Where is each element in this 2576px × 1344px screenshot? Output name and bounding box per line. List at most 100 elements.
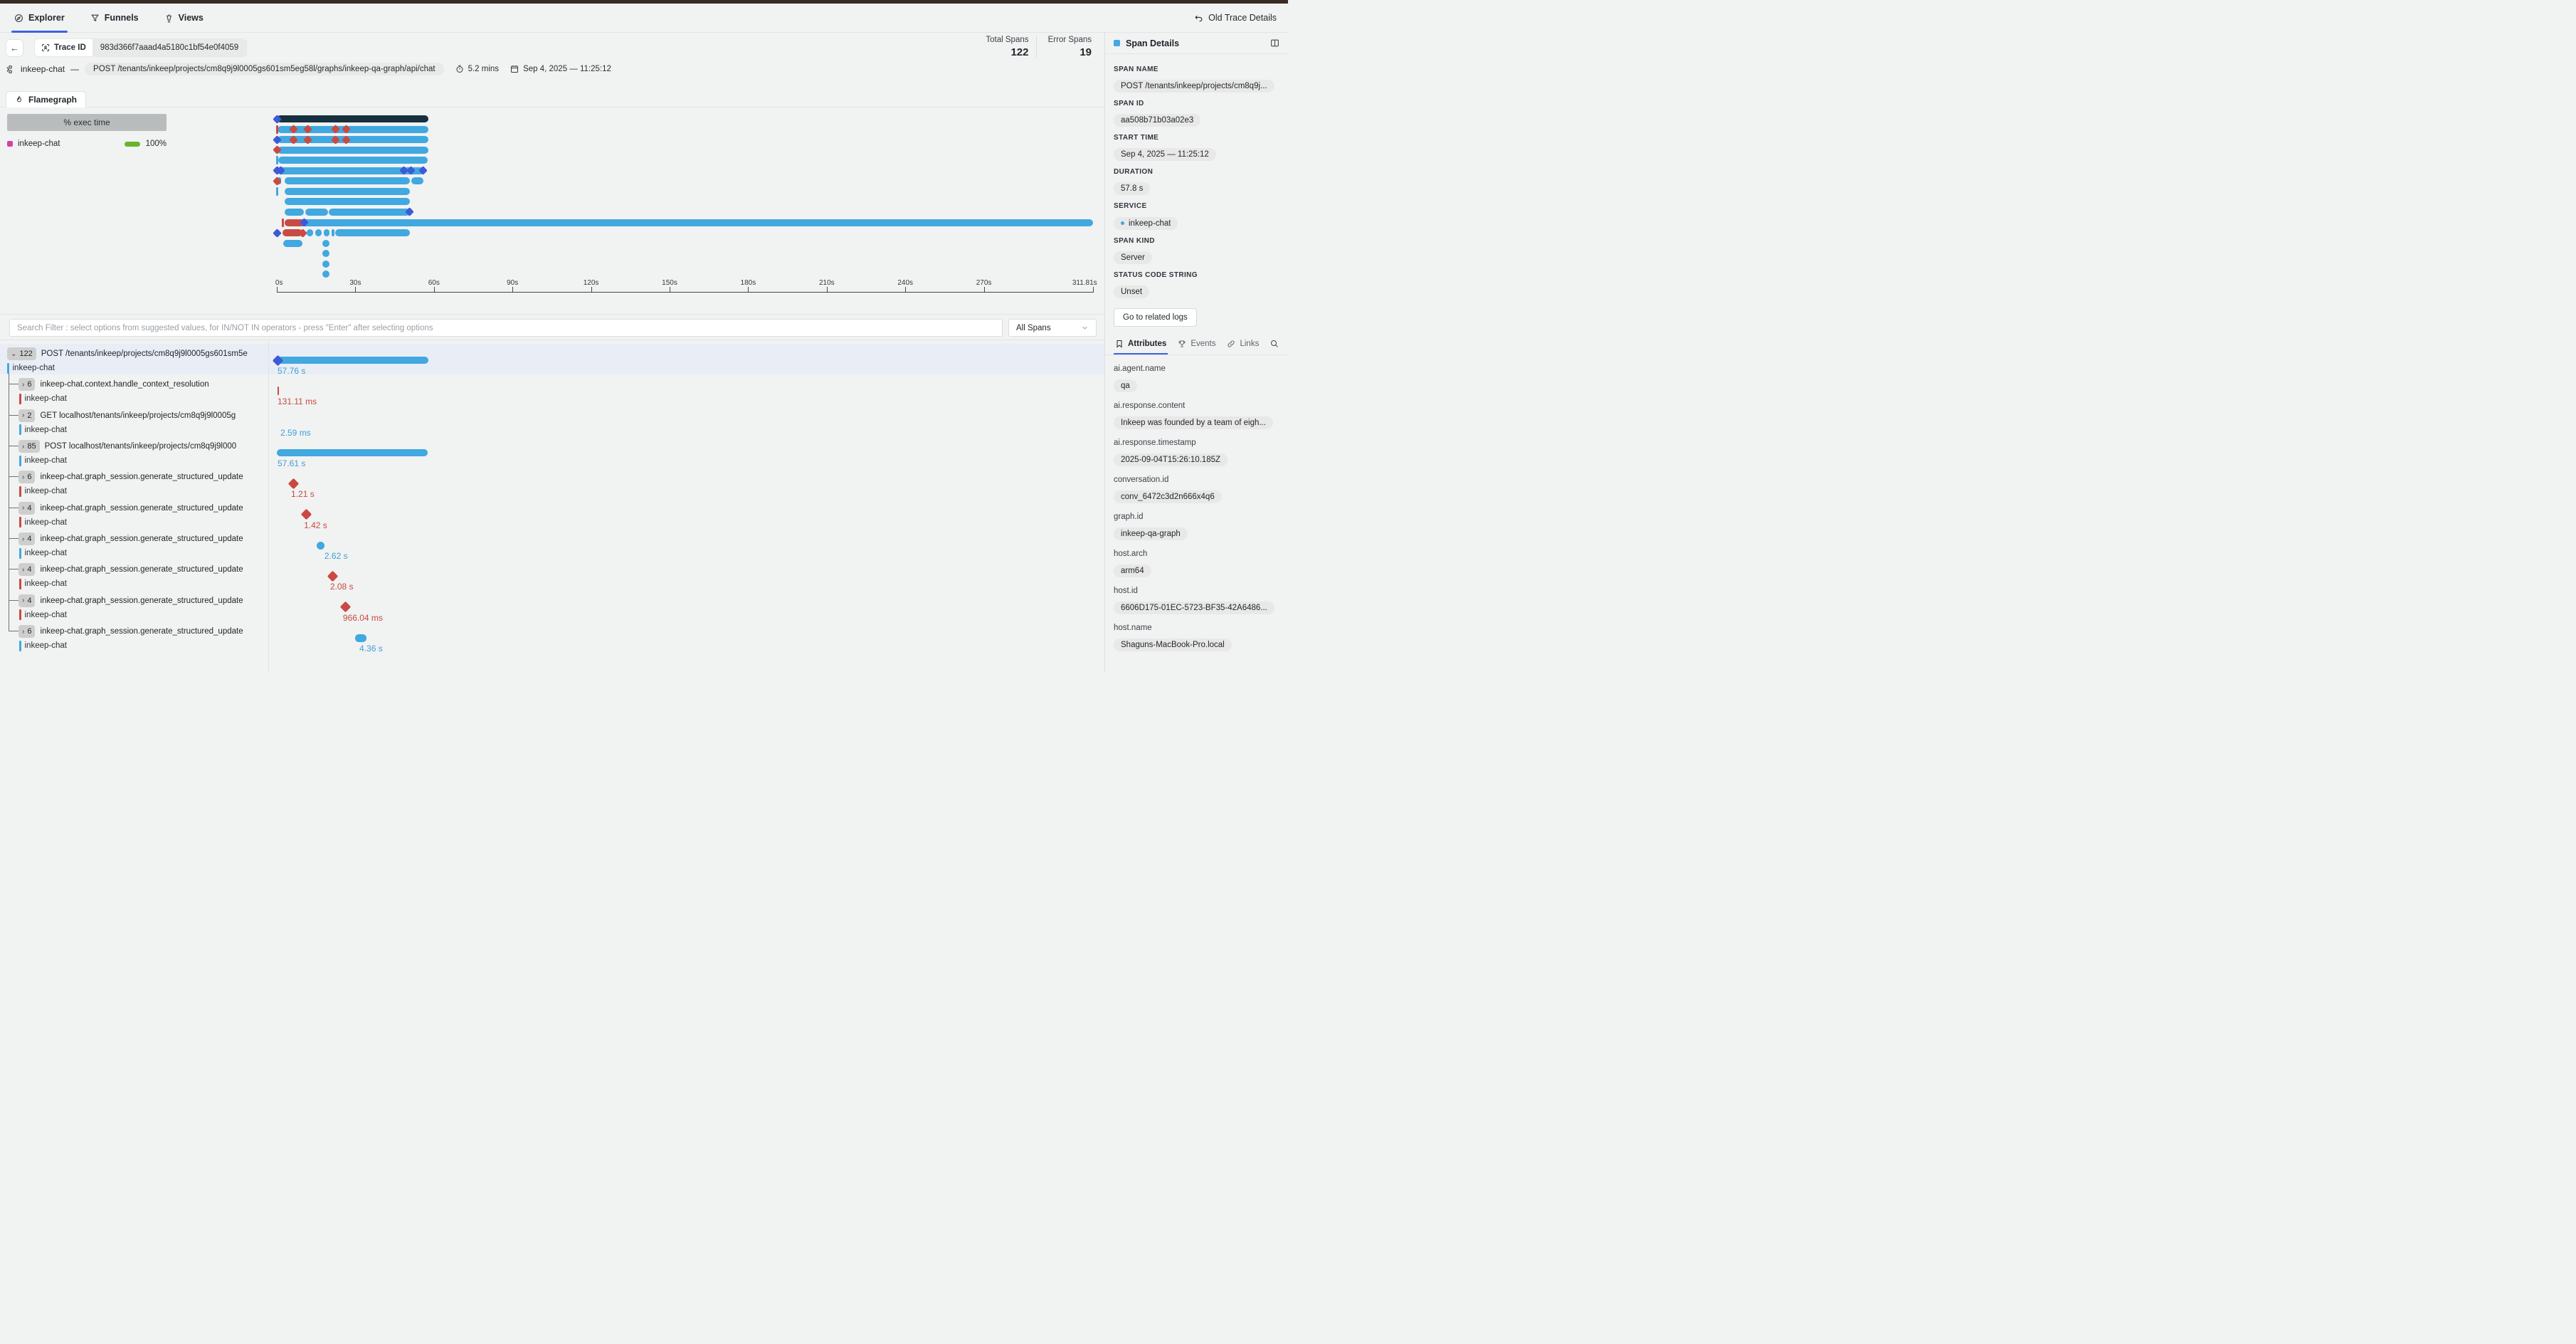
span-tick-marker[interactable]: [276, 156, 278, 165]
waterfall-tick[interactable]: [277, 387, 279, 396]
span-tree-row[interactable]: › 6 inkeep-chat.graph_session.generate_str…: [19, 470, 266, 484]
flamegraph-span-bar[interactable]: [315, 229, 322, 237]
flamegraph-span-bar[interactable]: [285, 208, 304, 216]
field-label: START TIME: [1114, 134, 1159, 142]
flamegraph-span-bar[interactable]: [283, 229, 302, 237]
flamegraph-span-bar[interactable]: [284, 219, 304, 226]
attribute-value-pill[interactable]: arm64: [1114, 564, 1151, 577]
span-dot-marker[interactable]: [322, 271, 330, 278]
tab-funnels[interactable]: Funnels: [88, 4, 142, 32]
flamegraph-span-bar[interactable]: [278, 136, 428, 144]
tab-views-label: Views: [178, 13, 204, 23]
flamegraph-span-bar[interactable]: [305, 208, 328, 216]
flamegraph-tab[interactable]: Flamegraph: [6, 91, 87, 107]
flamegraph-span-bar[interactable]: [285, 198, 410, 206]
tab-views[interactable]: Views: [162, 4, 206, 32]
span-duration-label: 1.42 s: [304, 520, 327, 530]
span-count-badge[interactable]: › 4: [19, 594, 36, 607]
span-duration-label: 1.21 s: [291, 489, 315, 500]
waterfall-error-diamond[interactable]: [327, 570, 339, 582]
flamegraph-span-bar[interactable]: [323, 229, 330, 237]
attribute-value-pill[interactable]: Inkeep was founded by a team of eigh...: [1114, 416, 1273, 429]
trace-id-label: Trace ID: [54, 43, 86, 52]
span-tick-marker[interactable]: [282, 218, 284, 227]
span-tree-row[interactable]: › 4 inkeep-chat.graph_session.generate_str…: [19, 532, 266, 546]
span-tree-row[interactable]: › 4 inkeep-chat.graph_session.generate_str…: [19, 501, 266, 515]
panel-layout-icon[interactable]: [1270, 38, 1279, 48]
flamegraph-span-bar[interactable]: [285, 187, 410, 195]
search-icon[interactable]: [1270, 340, 1279, 348]
attribute-value-pill[interactable]: inkeep-qa-graph: [1114, 527, 1188, 540]
flamegraph-span-bar[interactable]: [278, 146, 428, 154]
attribute-value-pill[interactable]: conv_6472c3d2n666x4q6: [1114, 490, 1222, 503]
span-tree-row[interactable]: › 4 inkeep-chat.graph_session.generate_str…: [19, 594, 266, 608]
waterfall-bar[interactable]: [277, 357, 428, 364]
flamegraph-span-bar[interactable]: [278, 167, 424, 174]
trace-endpoint-pill[interactable]: POST /tenants/inkeep/projects/cm8q9j9l00…: [85, 63, 444, 75]
tab-attributes[interactable]: Attributes: [1113, 334, 1168, 355]
flamegraph-span-bar[interactable]: [278, 157, 428, 164]
attribute-key: host.arch: [1114, 549, 1148, 558]
flamegraph-span-bar[interactable]: [278, 125, 428, 133]
tab-explorer[interactable]: Explorer: [11, 4, 68, 33]
span-count-badge[interactable]: › 6: [19, 471, 36, 484]
span-tree-row[interactable]: › 6 inkeep-chat.context.handle_context_res…: [19, 377, 266, 392]
flamegraph-span-bar[interactable]: [307, 229, 314, 237]
tab-events[interactable]: Events: [1178, 334, 1215, 355]
span-scope-select[interactable]: All Spans: [1008, 319, 1097, 337]
axis-tick: [355, 287, 357, 293]
span-tree-row[interactable]: › 6 inkeep-chat.graph_session.generate_str…: [19, 624, 266, 639]
flamegraph-span-bar[interactable]: [284, 219, 1094, 226]
flamegraph-span-bar[interactable]: [331, 229, 334, 237]
flamegraph-span-bar[interactable]: [335, 229, 410, 237]
span-tree-row[interactable]: › 2 GET localhost/tenants/inkeep/projects/…: [19, 409, 266, 423]
span-count-badge[interactable]: ⌄ 122: [7, 347, 36, 360]
waterfall-error-diamond[interactable]: [287, 478, 300, 490]
attribute-value-pill[interactable]: Shaguns-MacBook-Pro.local: [1114, 638, 1232, 651]
span-count-badge[interactable]: › 4: [19, 563, 36, 577]
span-count-badge[interactable]: › 4: [19, 532, 36, 546]
span-count: 4: [27, 565, 32, 574]
legend-row[interactable]: inkeep-chat 100%: [7, 140, 167, 148]
field-label: DURATION: [1114, 168, 1154, 176]
attribute-value-pill[interactable]: 6606D175-01EC-5723-BF35-42A6486...: [1114, 601, 1274, 614]
span-tick-marker[interactable]: [276, 125, 278, 134]
axis-tick: [983, 287, 985, 293]
span-tree-row[interactable]: › 4 inkeep-chat.graph_session.generate_str…: [19, 562, 266, 577]
attribute-value-pill[interactable]: qa: [1114, 379, 1137, 392]
flamegraph-span-bar[interactable]: [277, 115, 428, 122]
span-tree-row[interactable]: › 85 POST localhost/tenants/inkeep/project…: [19, 439, 266, 453]
tab-links[interactable]: Links: [1227, 334, 1259, 355]
span-count-badge[interactable]: › 4: [19, 501, 36, 515]
old-trace-details-link[interactable]: Old Trace Details: [1194, 13, 1277, 23]
span-count-badge[interactable]: › 6: [19, 378, 36, 392]
waterfall-pill[interactable]: [355, 634, 367, 642]
chevron-right-icon: ›: [22, 597, 25, 605]
span-dot-marker[interactable]: [322, 260, 330, 268]
service-name: inkeep-chat: [24, 394, 67, 404]
trace-id-chip[interactable]: Trace ID 983d366f7aaad4a5180c1bf54e0f405…: [34, 38, 248, 57]
flamegraph-span-bar[interactable]: [329, 208, 410, 216]
waterfall-bar[interactable]: [277, 449, 428, 457]
flamegraph-span-bar[interactable]: [283, 239, 303, 247]
exec-time-header[interactable]: % exec time: [7, 114, 167, 131]
service-color-bar: [19, 393, 21, 404]
flamegraph-span-bar[interactable]: [411, 177, 424, 185]
back-button[interactable]: ←: [6, 39, 23, 57]
span-count-badge[interactable]: › 6: [19, 625, 36, 639]
trace-service-name: inkeep-chat: [21, 64, 65, 74]
waterfall-error-diamond[interactable]: [339, 602, 352, 613]
attribute-value-pill[interactable]: 2025-09-04T15:26:10.185Z: [1114, 453, 1228, 466]
go-to-related-logs-button[interactable]: Go to related logs: [1114, 308, 1197, 327]
search-filter-input[interactable]: [9, 319, 1003, 337]
span-dot-marker[interactable]: [322, 239, 330, 247]
waterfall-dot[interactable]: [316, 541, 324, 550]
span-tree-row[interactable]: ⌄ 122 POST /tenants/inkeep/projects/cm8q9j…: [7, 347, 266, 361]
span-count-badge[interactable]: › 2: [19, 409, 36, 422]
event-marker-diamond[interactable]: [272, 228, 282, 238]
span-count-badge[interactable]: › 85: [19, 440, 40, 453]
span-tick-marker[interactable]: [276, 187, 278, 196]
span-dot-marker[interactable]: [322, 250, 330, 258]
waterfall-error-diamond[interactable]: [300, 508, 312, 520]
flamegraph-span-bar[interactable]: [285, 177, 410, 185]
